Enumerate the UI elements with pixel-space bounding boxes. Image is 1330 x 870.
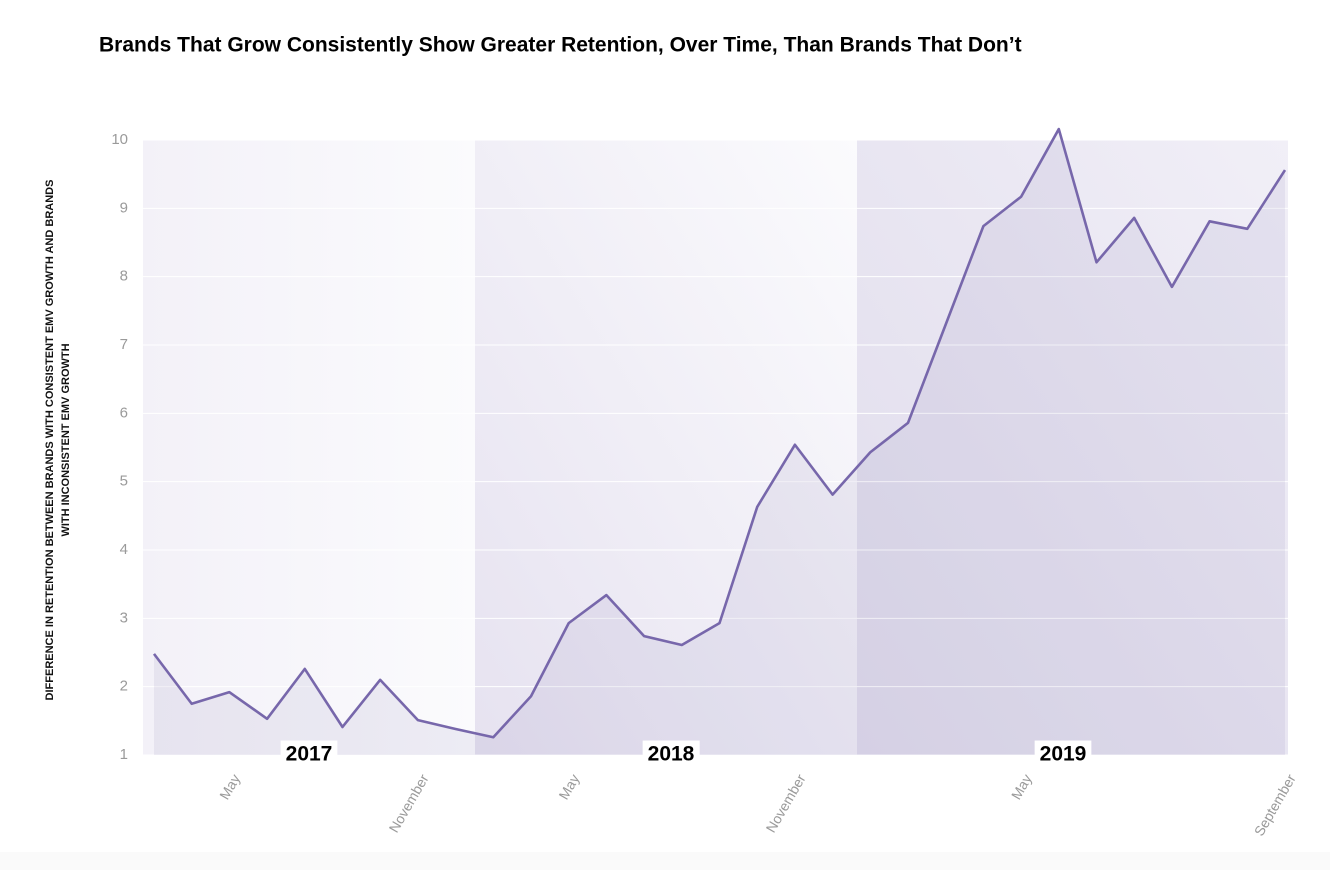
y-axis-label-line: WITH INCONSISTENT EMV GROWTH	[60, 343, 72, 536]
period-label: 2019	[1040, 743, 1087, 766]
y-tick-label: 6	[120, 404, 128, 421]
chart-title: Brands That Grow Consistently Show Great…	[99, 34, 1022, 57]
y-tick-label: 9	[120, 199, 128, 216]
x-tick-label: May	[216, 771, 243, 802]
y-tick-label: 2	[120, 678, 128, 695]
y-tick-label: 1	[120, 746, 128, 763]
period-label-bg	[642, 740, 700, 768]
area	[154, 129, 1285, 756]
x-tick-label: May	[1008, 771, 1035, 802]
period-label-bg	[1034, 740, 1092, 768]
x-tick-label: November	[763, 771, 809, 835]
y-tick-label: 3	[120, 609, 128, 626]
period-label-bg	[280, 740, 338, 768]
y-tick-label: 8	[120, 268, 128, 285]
footer-strip	[0, 852, 1330, 870]
y-axis-label-line: DIFFERENCE IN RETENTION BETWEEN BRANDS W…	[44, 180, 56, 701]
x-tick-label: September	[1251, 771, 1299, 839]
y-tick-label: 5	[120, 473, 128, 490]
y-tick-label: 7	[120, 336, 128, 353]
y-tick-label: 4	[120, 541, 128, 558]
y-axis-label: DIFFERENCE IN RETENTION BETWEEN BRANDS W…	[44, 180, 72, 701]
y-tick-label: 10	[111, 131, 128, 148]
period-label: 2018	[648, 743, 695, 766]
line	[152, 127, 1287, 739]
period-band	[857, 140, 1288, 755]
x-tick-label: May	[555, 771, 582, 802]
period-band	[143, 140, 475, 755]
period-label: 2017	[286, 743, 333, 766]
x-tick-label: November	[386, 771, 432, 835]
